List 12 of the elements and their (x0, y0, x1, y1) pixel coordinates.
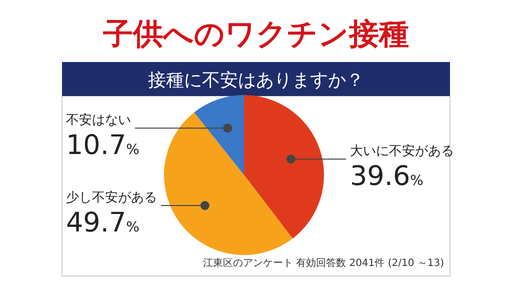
slice-label: 大いに不安がある (350, 143, 454, 160)
text: 江東区のアンケート 有効回答数 2041件 (2/10 ～13) (202, 257, 444, 269)
data-label: 49.7% (66, 208, 140, 239)
slice-label: 少し不安がある (66, 190, 157, 206)
data-label: 39.6% (350, 161, 424, 192)
chart-subtitle: 接種に不安はありますか？ (148, 70, 364, 91)
data-label: 10.7% (66, 130, 140, 162)
pie-slice (194, 95, 244, 175)
pie-slice (164, 112, 293, 255)
slice-label: 不安はない (66, 112, 131, 128)
pie-slice (244, 95, 324, 239)
chart-title: 子供へのワクチン接種 (102, 17, 409, 52)
